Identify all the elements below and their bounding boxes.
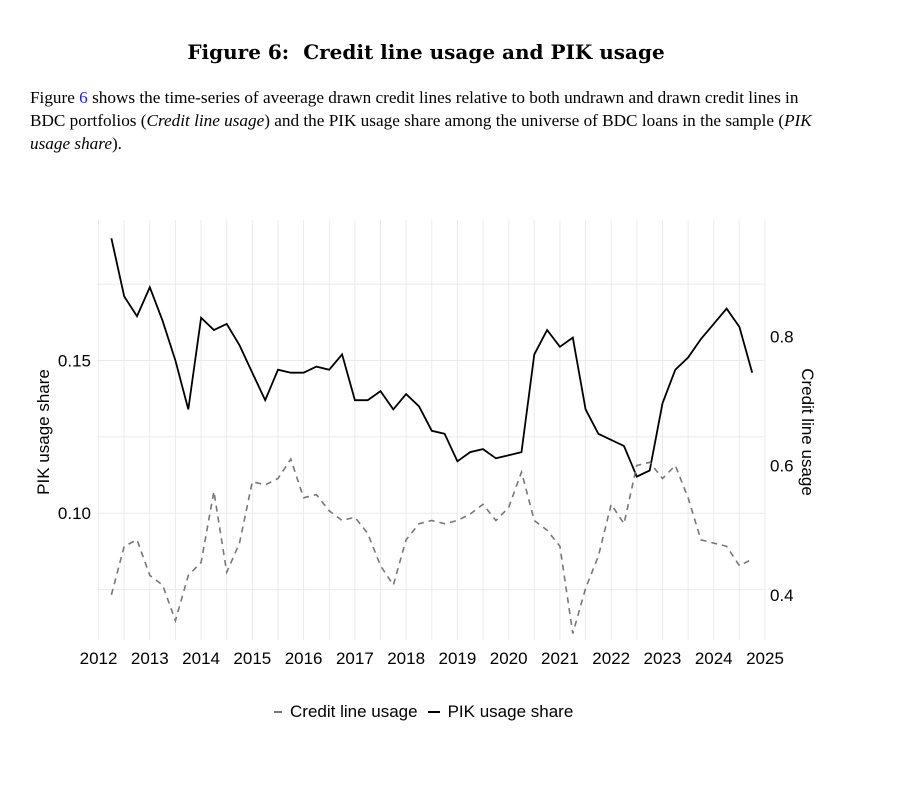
right-tick-label: 0.4	[770, 586, 794, 605]
x-tick-label: 2020	[490, 649, 528, 668]
x-tick-label: 2018	[387, 649, 425, 668]
x-tick-label: 2017	[336, 649, 374, 668]
chart-axis-ticks: 2012 2013 2014 2015 2016 2017 2018 2019 2020 2021…	[58, 327, 794, 668]
chart-gridlines	[97, 220, 766, 640]
caption-text: ) and the PIK usage share among the univ…	[264, 111, 785, 130]
caption-text: Figure	[30, 88, 80, 107]
x-tick-label: 2016	[285, 649, 323, 668]
x-tick-label: 2013	[131, 649, 169, 668]
caption-text: ).	[111, 134, 122, 153]
x-tick-label: 2014	[182, 649, 220, 668]
series-line-credit-line-usage	[110, 457, 753, 634]
chart-series	[110, 238, 754, 634]
left-axis-title: PIK usage share	[34, 369, 53, 495]
x-tick-label: 2023	[644, 649, 682, 668]
legend-label-credit-line-usage: Credit line usage	[290, 702, 418, 721]
caption-term: PIK usage share	[30, 111, 812, 153]
figure-caption: Figure 6 shows the time-series of aveera…	[30, 86, 830, 155]
x-tick-label: 2024	[695, 649, 733, 668]
series-line-pik-usage-share	[110, 238, 754, 478]
figure-reference-link[interactable]: 6	[79, 88, 88, 107]
figure-label: Figure 6:	[187, 40, 290, 64]
x-tick-label: 2025	[746, 649, 784, 668]
x-tick-label: 2015	[233, 649, 271, 668]
right-tick-label: 0.8	[770, 327, 794, 346]
right-tick-label: 0.6	[770, 457, 794, 476]
chart-legend: Credit line usage PIK usage share	[274, 700, 573, 724]
legend-key-solid	[427, 711, 440, 713]
x-tick-label: 2022	[592, 649, 630, 668]
x-tick-label: 2012	[80, 649, 118, 668]
right-axis-title: Credit line usage	[798, 368, 817, 496]
legend-label-pik-usage-share: PIK usage share	[447, 702, 574, 721]
x-tick-label: 2021	[541, 649, 579, 668]
caption-text: shows the time-series of aveerage drawn …	[30, 88, 799, 130]
left-tick-label: 0.10	[58, 504, 91, 523]
left-tick-label: 0.15	[58, 352, 91, 371]
figure-title-text: Credit line usage and PIK usage	[303, 40, 665, 64]
x-tick-label: 2019	[438, 649, 476, 668]
figure-title: Figure 6: Credit line usage and PIK usage	[0, 40, 852, 64]
legend-key-dashed	[274, 711, 282, 713]
caption-term: Credit line usage	[146, 111, 265, 130]
